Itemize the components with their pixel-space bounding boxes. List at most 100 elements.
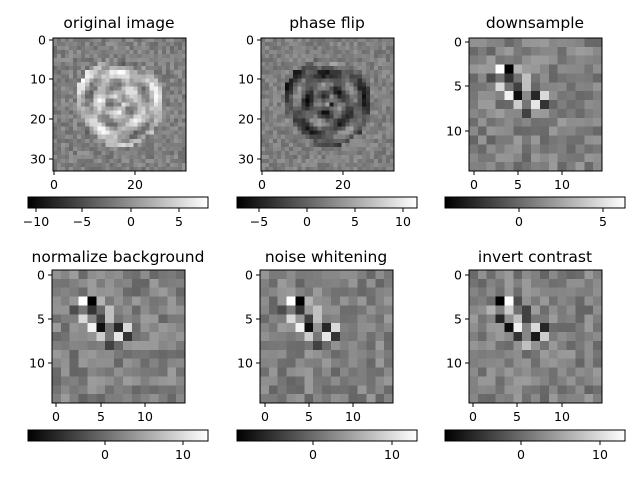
heatmap-cell bbox=[61, 70, 66, 75]
heatmap-cell bbox=[313, 340, 323, 351]
heatmap-cell bbox=[122, 385, 133, 395]
heatmap-cell bbox=[165, 122, 171, 127]
heatmap-cell bbox=[575, 46, 585, 57]
heatmap-cell bbox=[169, 118, 175, 123]
heatmap-cell bbox=[325, 86, 330, 91]
heatmap-cell bbox=[293, 98, 298, 103]
heatmap-cell bbox=[273, 82, 278, 87]
heatmap-cell bbox=[261, 134, 266, 140]
heatmap-cell bbox=[353, 134, 359, 140]
heatmap-cell bbox=[81, 146, 86, 152]
x-tick-label: 0 bbox=[258, 177, 266, 192]
heatmap-cell bbox=[109, 106, 114, 111]
heatmap-cell bbox=[261, 94, 266, 99]
heatmap-cell bbox=[281, 62, 286, 67]
heatmap-cell bbox=[77, 62, 82, 67]
heatmap-cell bbox=[389, 150, 395, 156]
heatmap-cell bbox=[78, 394, 88, 404]
heatmap-cell bbox=[293, 162, 298, 168]
heatmap-cell bbox=[361, 82, 367, 87]
heatmap-cell bbox=[285, 122, 290, 127]
heatmap-cell bbox=[125, 130, 130, 136]
heatmap-cell bbox=[285, 78, 290, 83]
heatmap-cell bbox=[57, 94, 62, 99]
heatmap-cell bbox=[169, 94, 175, 99]
heatmap-cell bbox=[593, 314, 603, 324]
heatmap-cell bbox=[373, 62, 379, 67]
heatmap-cell bbox=[297, 138, 302, 144]
heatmap-cell bbox=[121, 158, 126, 164]
heatmap-cell bbox=[341, 94, 346, 99]
heatmap-cell bbox=[341, 146, 346, 152]
heatmap-cell bbox=[297, 114, 302, 119]
heatmap-cell bbox=[317, 102, 322, 107]
heatmap-cell bbox=[495, 278, 505, 289]
heatmap-cell bbox=[361, 38, 367, 43]
heatmap-cell bbox=[281, 70, 286, 75]
heatmap-cell bbox=[504, 144, 514, 154]
heatmap-cell bbox=[101, 138, 106, 144]
heatmap-cell bbox=[566, 55, 576, 65]
heatmap-cell bbox=[469, 100, 479, 110]
heatmap-cell bbox=[377, 166, 383, 172]
heatmap-cell bbox=[557, 135, 567, 145]
heatmap-cell bbox=[141, 74, 146, 79]
heatmap-cell bbox=[375, 305, 385, 315]
heatmap-cell bbox=[365, 94, 371, 99]
heatmap-cell bbox=[539, 38, 550, 48]
heatmap-cell bbox=[365, 162, 371, 168]
heatmap-cell bbox=[548, 46, 558, 57]
heatmap-cell bbox=[269, 114, 274, 119]
heatmap-cell bbox=[295, 394, 305, 404]
heatmap-cell bbox=[131, 305, 141, 315]
heatmap-cell bbox=[113, 134, 118, 140]
heatmap-cell bbox=[345, 42, 350, 47]
heatmap-cell bbox=[531, 100, 541, 110]
heatmap-cell bbox=[101, 126, 106, 131]
x-tick-label: 20 bbox=[127, 177, 143, 192]
y-tick-label: 20 bbox=[238, 112, 254, 127]
heatmap-cell bbox=[169, 166, 175, 172]
heatmap-cell bbox=[353, 154, 359, 160]
heatmap-cell bbox=[93, 122, 98, 127]
heatmap-cell bbox=[305, 110, 310, 115]
heatmap-cell bbox=[177, 146, 183, 152]
heatmap-cell bbox=[548, 126, 558, 136]
heatmap-cell bbox=[87, 278, 97, 289]
heatmap-cell bbox=[329, 78, 334, 83]
heatmap-cell bbox=[129, 102, 134, 107]
heatmap-cell bbox=[109, 102, 114, 107]
heatmap-cell bbox=[177, 102, 183, 107]
heatmap-cell bbox=[101, 90, 106, 95]
heatmap-cell bbox=[265, 86, 270, 91]
heatmap-cell bbox=[575, 144, 585, 154]
heatmap-cell bbox=[317, 58, 322, 63]
heatmap-cell bbox=[173, 126, 179, 131]
heatmap-cell bbox=[469, 144, 479, 154]
heatmap-cell bbox=[153, 158, 159, 164]
image-frame bbox=[51, 269, 186, 404]
heatmap-cell bbox=[469, 385, 479, 395]
heatmap-cell bbox=[584, 117, 594, 127]
heatmap-cell bbox=[137, 150, 142, 156]
heatmap-cell bbox=[89, 74, 94, 79]
heatmap-cell bbox=[384, 340, 394, 351]
heatmap-cell bbox=[137, 42, 142, 47]
heatmap-cell bbox=[486, 135, 496, 145]
heatmap-cell bbox=[176, 340, 186, 351]
heatmap-cell bbox=[165, 110, 171, 115]
heatmap-cell bbox=[157, 158, 163, 164]
heatmap-cell bbox=[260, 278, 270, 289]
heatmap-cell bbox=[557, 126, 567, 136]
heatmap-cell bbox=[495, 144, 505, 154]
heatmap-cell bbox=[309, 94, 314, 99]
heatmap-cell bbox=[153, 74, 159, 79]
heatmap-cell bbox=[301, 122, 306, 127]
heatmap-cell bbox=[85, 158, 90, 164]
heatmap-cell bbox=[65, 38, 70, 43]
heatmap-cell bbox=[176, 385, 186, 395]
heatmap-cell bbox=[357, 142, 363, 148]
heatmap-cell bbox=[593, 340, 603, 351]
heatmap-cell bbox=[297, 54, 302, 59]
heatmap-cell bbox=[131, 349, 141, 359]
